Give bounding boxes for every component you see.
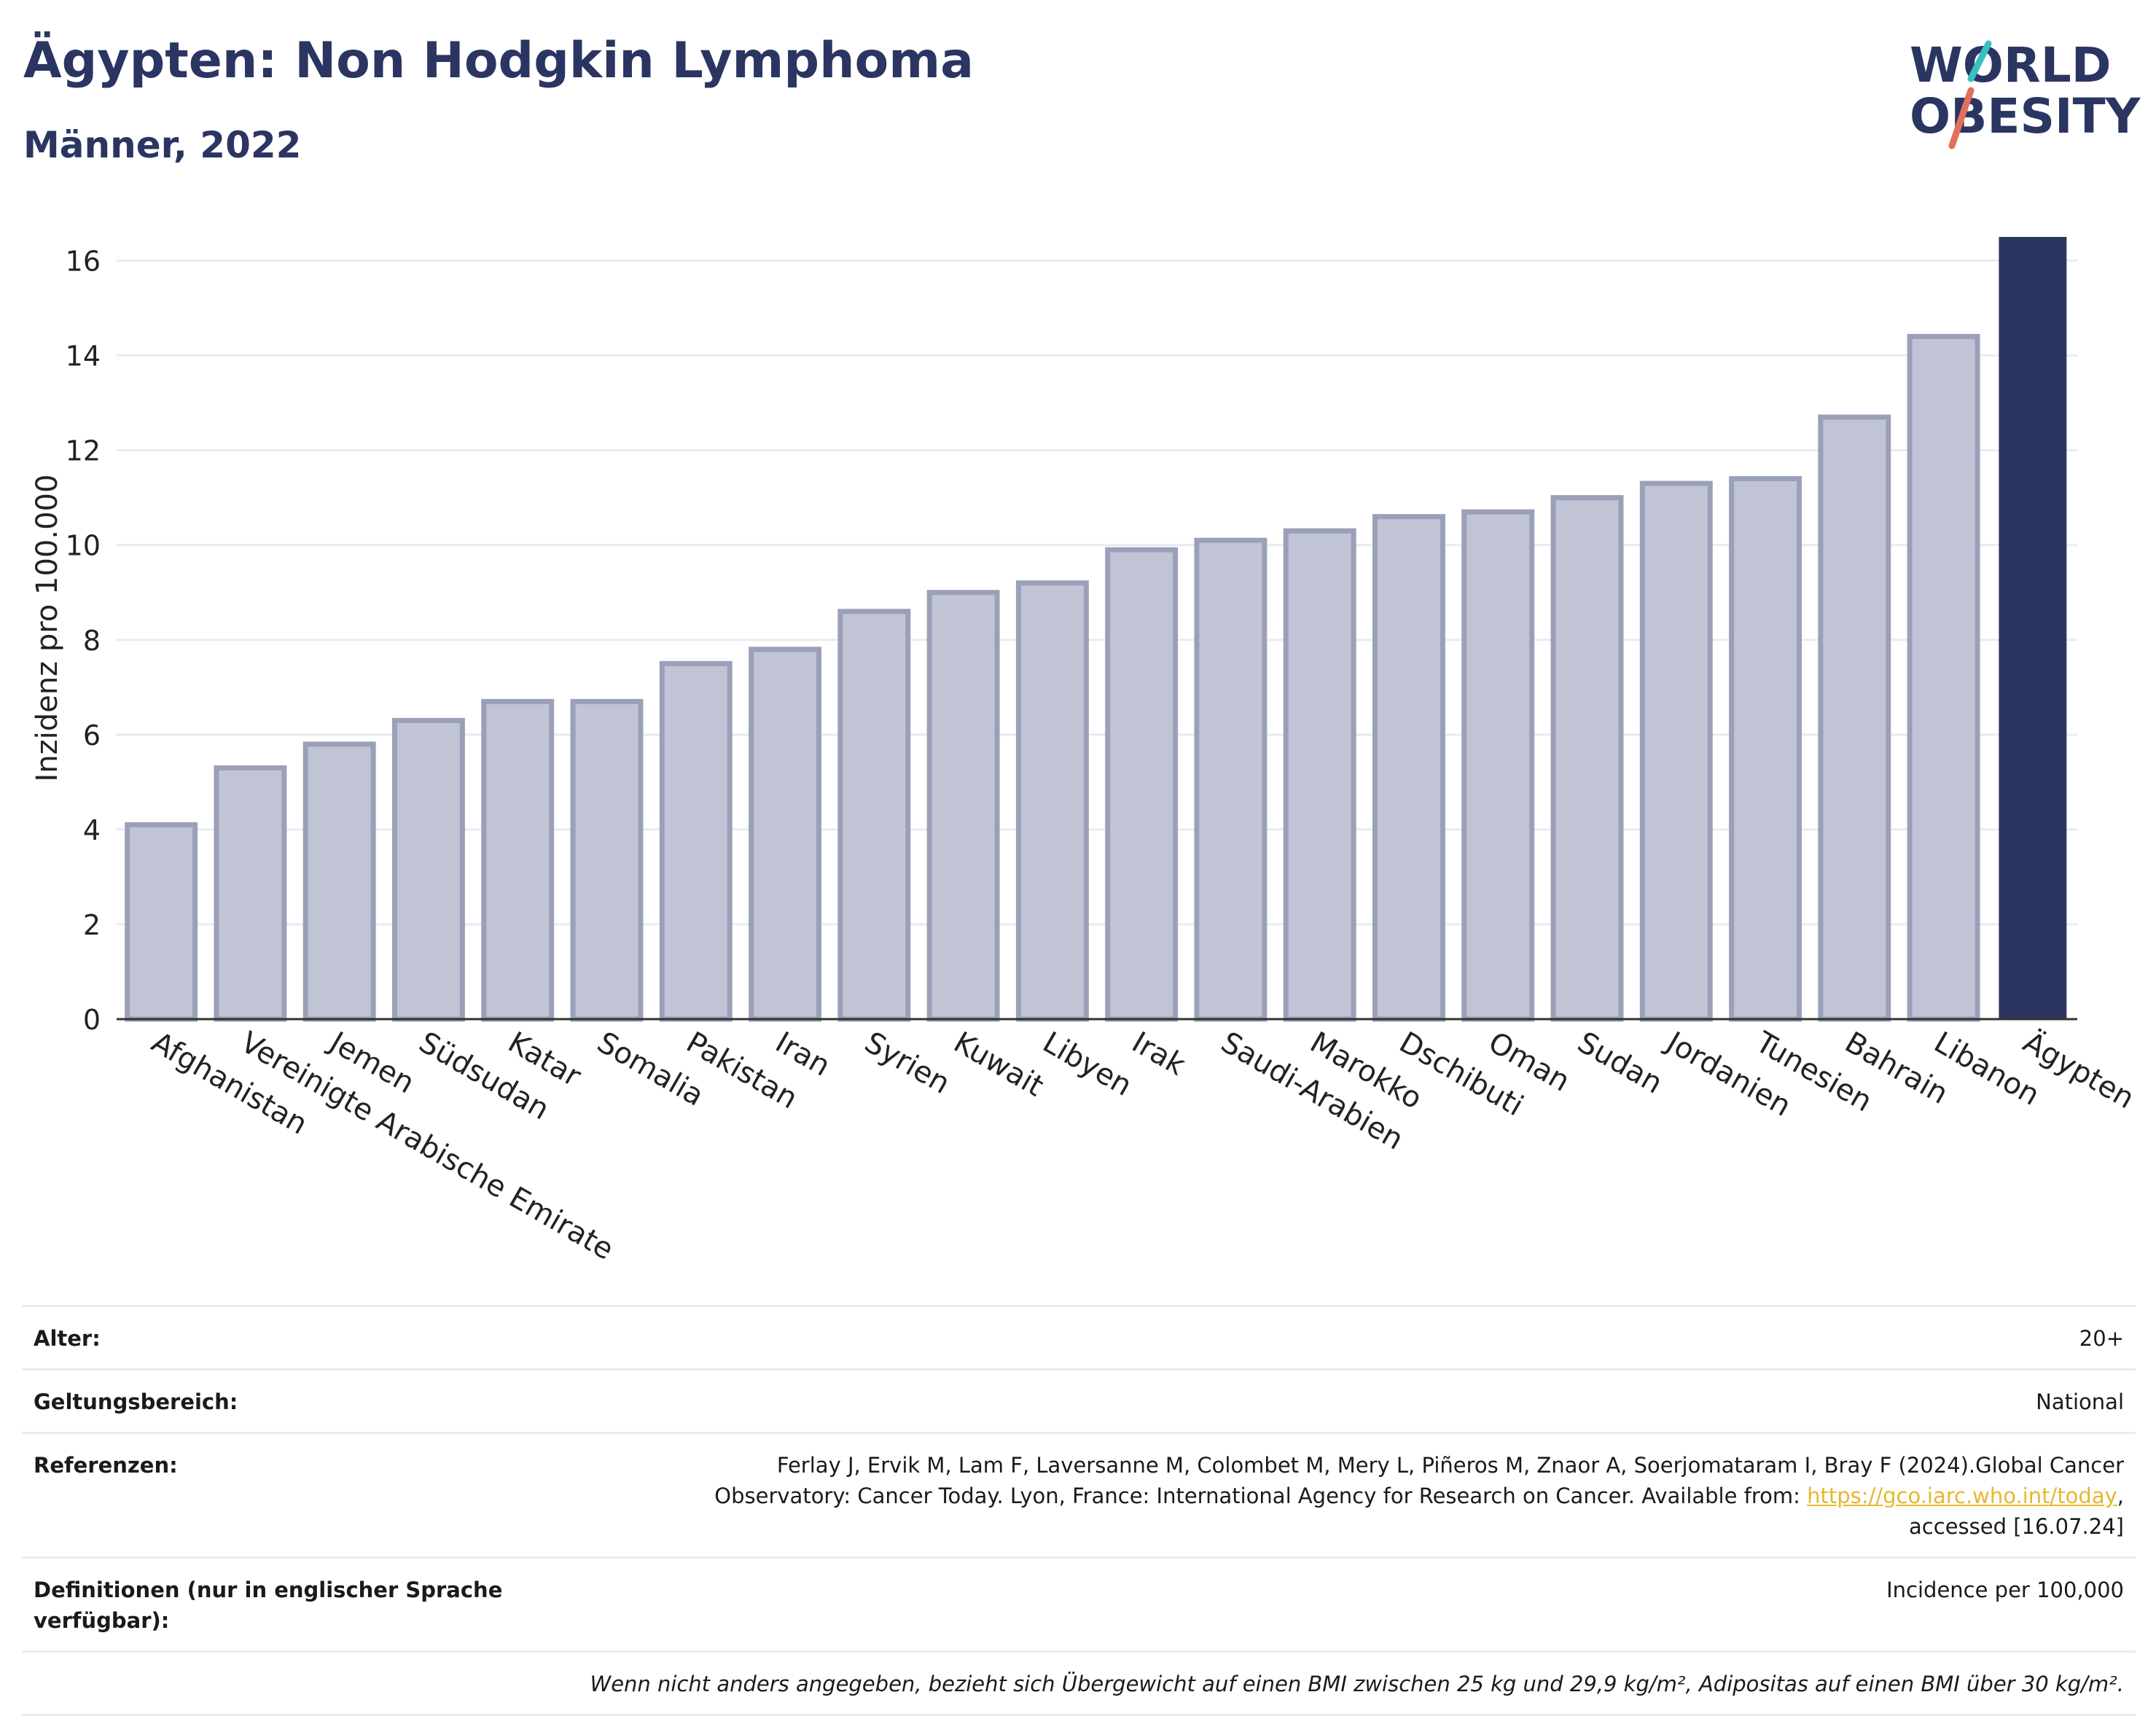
- world-obesity-logo: WORLD OBESITY: [1910, 37, 2141, 149]
- info-row-scope: Geltungsbereich: National: [22, 1368, 2136, 1432]
- definitions-value: Incidence per 100,000: [1886, 1578, 2124, 1602]
- references-label: Referenzen:: [34, 1453, 178, 1478]
- x-tick-label: Libyen: [1037, 1026, 1138, 1103]
- bar-12: [1194, 537, 1268, 1022]
- scope-value: National: [2036, 1389, 2124, 1414]
- bar-0: [125, 822, 198, 1022]
- x-tick-label: Kuwait: [948, 1026, 1050, 1104]
- logo-line2: OBESITY: [1910, 88, 2141, 144]
- y-tick-label: 16: [66, 246, 101, 278]
- y-tick-label: 4: [83, 814, 101, 846]
- references-value: Ferlay J, Ervik M, Lam F, Laversanne M, …: [587, 1450, 2124, 1542]
- bar-7: [749, 647, 822, 1022]
- x-tick-label: Syrien: [859, 1026, 956, 1101]
- bar-19: [1818, 414, 1891, 1022]
- bar-18: [1729, 476, 1802, 1022]
- references-text-4: accessed [16.07.24]: [1909, 1514, 2124, 1539]
- bar-13: [1283, 528, 1356, 1022]
- bar-series: [125, 237, 2067, 1022]
- logo-slash-coral: [1948, 87, 1975, 149]
- bar-1: [214, 765, 287, 1022]
- bar-2: [302, 741, 376, 1022]
- y-tick-label: 8: [83, 625, 101, 657]
- bar-15: [1461, 509, 1535, 1022]
- references-text-1: Ferlay J, Ervik M, Lam F, Laversanne M, …: [776, 1453, 2124, 1478]
- definitions-label: Definitionen (nur in englischer Sprache …: [34, 1578, 503, 1633]
- page-subtitle: Männer, 2022: [23, 124, 302, 166]
- x-tick-label: Sudan: [1572, 1026, 1668, 1101]
- bar-9: [926, 590, 1000, 1022]
- bar-21: [1999, 237, 2067, 1019]
- bar-17: [1639, 480, 1713, 1022]
- references-link[interactable]: https://gco.iarc.who.int/today: [1807, 1483, 2117, 1508]
- bar-16: [1550, 495, 1624, 1022]
- y-tick-label: 6: [83, 720, 101, 752]
- bar-6: [659, 660, 733, 1022]
- footnote: Wenn nicht anders angegeben, bezieht sic…: [590, 1672, 2124, 1696]
- y-tick-label: 12: [66, 435, 101, 467]
- references-text-2: Observatory: Cancer Today. Lyon, France:…: [714, 1483, 1808, 1508]
- x-tick-label: Ägypten: [2018, 1024, 2141, 1115]
- info-row-definitions: Definitionen (nur in englischer Sprache …: [22, 1556, 2136, 1650]
- y-axis-ticks: 0 2 4 6 8 10 12 14 16: [66, 246, 101, 1036]
- bar-5: [570, 698, 644, 1022]
- bar-10: [1015, 580, 1089, 1022]
- logo-line1: WORLD: [1910, 37, 2112, 93]
- age-value: 20+: [2079, 1326, 2124, 1351]
- bar-20: [1907, 334, 1980, 1022]
- logo-slash-teal: [1967, 40, 1992, 82]
- page-title: Ägypten: Non Hodgkin Lymphoma: [23, 32, 974, 90]
- info-table: Alter: 20+ Geltungsbereich: National Ref…: [22, 1305, 2136, 1716]
- references-text-3: ,: [2117, 1483, 2124, 1508]
- bar-4: [481, 698, 555, 1022]
- bar-14: [1372, 514, 1445, 1022]
- bar-8: [837, 609, 911, 1022]
- info-row-references: Referenzen: Ferlay J, Ervik M, Lam F, La…: [22, 1432, 2136, 1556]
- y-tick-label: 0: [83, 1004, 101, 1036]
- info-row-note: Wenn nicht anders angegeben, bezieht sic…: [22, 1650, 2136, 1716]
- scope-label: Geltungsbereich:: [34, 1389, 238, 1414]
- y-tick-label: 14: [66, 340, 101, 373]
- y-tick-label: 2: [83, 909, 101, 941]
- bar-11: [1105, 547, 1179, 1022]
- y-tick-label: 10: [66, 530, 101, 562]
- y-axis-label: Inzidenz pro 100.000: [31, 475, 64, 782]
- info-row-age: Alter: 20+: [22, 1305, 2136, 1368]
- age-label: Alter:: [34, 1326, 101, 1351]
- bar-3: [391, 717, 465, 1022]
